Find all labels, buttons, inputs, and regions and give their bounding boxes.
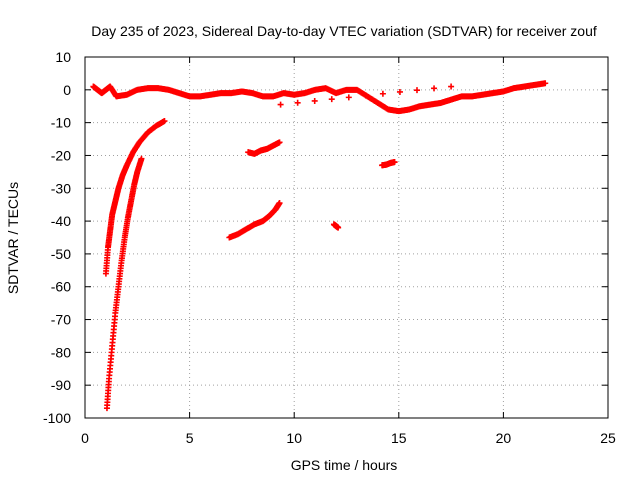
data-point xyxy=(379,90,386,97)
y-tick-label: 10 xyxy=(55,49,71,65)
data-point xyxy=(138,155,145,162)
data-point xyxy=(345,94,352,101)
plot-frame xyxy=(84,56,609,419)
y-tick-label: -100 xyxy=(43,410,71,426)
grid xyxy=(85,57,608,418)
data-point xyxy=(448,83,455,90)
x-tick-label: 20 xyxy=(496,430,512,446)
y-tick-label: -30 xyxy=(51,180,71,196)
x-tick-label: 10 xyxy=(286,430,302,446)
data-point xyxy=(311,97,318,104)
y-tick-label: -20 xyxy=(51,147,71,163)
data-points xyxy=(90,80,549,412)
axis-ticks: 0 5 10 15 20 25 10 0 -10 -20 -30 -40 -50 -60 -70 -80 -90… xyxy=(43,49,616,446)
data-point xyxy=(414,87,420,94)
y-tick-label: -70 xyxy=(51,312,71,328)
y-tick-label: -10 xyxy=(51,115,71,131)
data-point xyxy=(431,85,438,92)
x-tick-label: 5 xyxy=(186,430,194,446)
data-point xyxy=(362,92,369,99)
data-point xyxy=(161,117,168,124)
x-tick-label: 25 xyxy=(600,430,616,446)
data-point xyxy=(328,96,335,103)
y-tick-label: -90 xyxy=(51,377,71,393)
y-tick-label: -40 xyxy=(51,213,71,229)
y-tick-label: 0 xyxy=(63,82,71,98)
x-tick-label: 15 xyxy=(391,430,407,446)
data-point xyxy=(294,99,301,106)
x-tick-label: 0 xyxy=(81,430,89,446)
x-axis-label: GPS time / hours xyxy=(291,457,398,473)
chart-title: Day 235 of 2023, Sidereal Day-to-day VTE… xyxy=(91,23,597,39)
y-tick-label: -80 xyxy=(51,344,71,360)
data-point xyxy=(542,80,549,87)
data-point xyxy=(335,224,342,231)
data-point xyxy=(277,101,284,108)
y-tick-label: -60 xyxy=(51,279,71,295)
data-point xyxy=(391,159,398,166)
data-point xyxy=(276,200,283,207)
y-axis-label: SDTVAR / TECUs xyxy=(5,182,21,294)
y-tick-label: -50 xyxy=(51,246,71,262)
data-point xyxy=(396,88,403,95)
data-point xyxy=(276,139,283,146)
